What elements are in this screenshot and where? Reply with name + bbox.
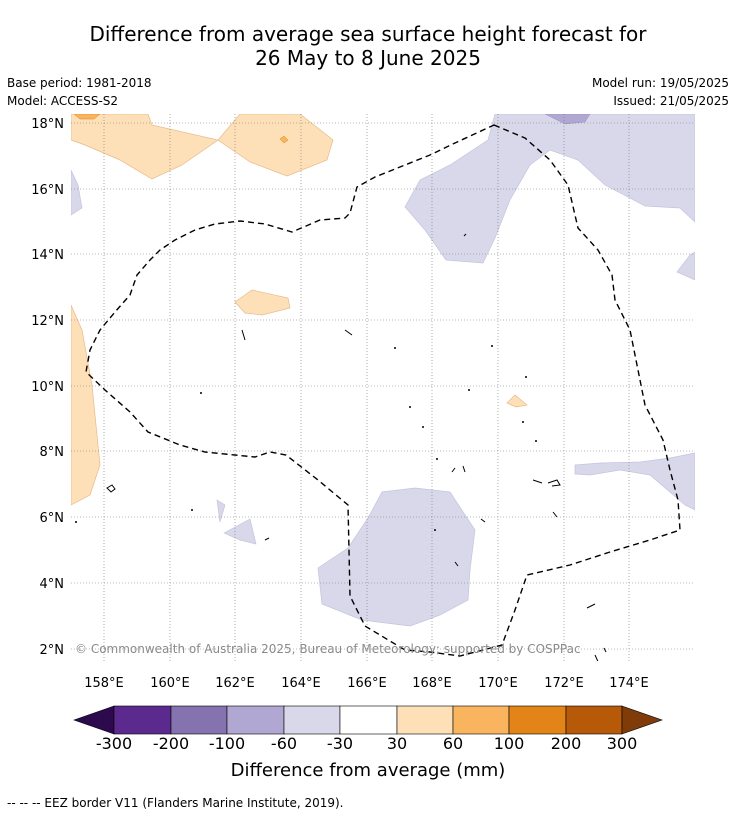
lon-label: 160°E (150, 676, 190, 691)
meta-left: Base period: 1981-2018 Model: ACCESS-S2 (7, 74, 152, 110)
moderate-negative-spot (544, 114, 591, 125)
strong-positive-spot (279, 135, 289, 144)
island-dot (535, 440, 537, 442)
colorbar-swatch (170, 705, 228, 735)
colorbar-extend-low (73, 705, 115, 735)
colorbar-tick-label: -100 (208, 734, 246, 753)
negative-anomaly-region (317, 487, 476, 627)
island-dot (422, 426, 424, 428)
lat-label: 16°N (31, 183, 64, 198)
island-coastline (532, 479, 561, 487)
lon-label: 174°E (609, 676, 649, 691)
island-coastline (586, 603, 607, 661)
colorbar-tick-label: 60 (442, 734, 464, 753)
island-dot (394, 347, 396, 349)
title-line-1: Difference from average sea surface heig… (89, 22, 647, 46)
colorbar-swatch (452, 705, 510, 735)
issued-date: Issued: 21/05/2025 (613, 94, 729, 108)
lat-label: 14°N (31, 248, 64, 263)
negative-anomaly-region (223, 518, 257, 545)
negative-anomaly-region (71, 169, 83, 216)
island-dot (409, 406, 411, 408)
positive-anomaly-region (71, 304, 101, 506)
colorbar-swatch (339, 705, 398, 735)
title-line-2: 26 May to 8 June 2025 (255, 46, 481, 70)
negative-anomaly-region (216, 499, 226, 523)
colorbar-tick-label: 300 (606, 734, 638, 753)
island-dot (436, 458, 438, 460)
strong-positive-spot (73, 114, 101, 120)
lon-label: 164°E (281, 676, 321, 691)
lat-label: 8°N (40, 445, 65, 460)
colorbar-swatch (565, 705, 623, 735)
positive-anomaly-region (71, 114, 219, 180)
positive-anomaly-region (506, 394, 528, 408)
island-dot (525, 376, 527, 378)
colorbar-tick-label: -300 (95, 734, 133, 753)
colorbar-swatch (113, 705, 172, 735)
lat-label: 4°N (40, 577, 65, 592)
colorbar-tick-label: -200 (152, 734, 190, 753)
negative-anomaly-region (574, 452, 695, 511)
island-dot (75, 521, 77, 523)
colorbar-swatch (508, 705, 567, 735)
island-dot (200, 392, 202, 394)
island-dot (522, 421, 524, 423)
island-dot (434, 529, 436, 531)
colorbar-tick-label: 30 (386, 734, 408, 753)
lon-label: 158°E (84, 676, 124, 691)
positive-anomaly-region (217, 114, 334, 177)
lon-label: 166°E (347, 676, 387, 691)
copyright-watermark: © Commonwealth of Australia 2025, Bureau… (75, 642, 581, 656)
colorbar-tick-label: -60 (270, 734, 298, 753)
lat-label: 6°N (40, 511, 65, 526)
colorbar-extend-high (621, 705, 663, 735)
island-dot (191, 509, 193, 511)
negative-anomaly-region (404, 114, 695, 264)
lon-label: 170°E (478, 676, 518, 691)
colorbar-swatch (226, 705, 285, 735)
lat-label: 10°N (31, 380, 64, 395)
lat-label: 18°N (31, 117, 64, 132)
lat-label: 2°N (40, 643, 65, 658)
island-dot (491, 345, 493, 347)
lat-label: 12°N (31, 314, 64, 329)
map-title: Difference from average sea surface heig… (0, 22, 736, 70)
island-coastline (264, 465, 466, 567)
lon-label: 172°E (544, 676, 584, 691)
colorbar-tick-label: -30 (326, 734, 354, 753)
colorbar-tick-label: 200 (550, 734, 582, 753)
meta-right: Model run: 19/05/2025 Issued: 21/05/2025 (592, 74, 729, 110)
colorbar-tick-label: 100 (493, 734, 525, 753)
model-name: Model: ACCESS-S2 (7, 94, 119, 108)
colorbar-label: Difference from average (mm) (230, 760, 506, 781)
colorbar (73, 705, 663, 735)
model-run: Model run: 19/05/2025 (591, 76, 729, 90)
lon-label: 168°E (412, 676, 452, 691)
island-dot (468, 389, 470, 391)
positive-anomaly-region (234, 289, 291, 316)
lon-label: 162°E (215, 676, 255, 691)
negative-anomaly-region (676, 251, 695, 281)
island-coastline (241, 233, 558, 523)
base-period: Base period: 1981-2018 (7, 76, 152, 90)
eez-border (85, 124, 681, 657)
colorbar-swatch (396, 705, 454, 735)
eez-legend-note: -- -- -- EEZ border V11 (Flanders Marine… (7, 796, 344, 810)
colorbar-swatch (283, 705, 341, 735)
island-coastline (106, 484, 116, 493)
